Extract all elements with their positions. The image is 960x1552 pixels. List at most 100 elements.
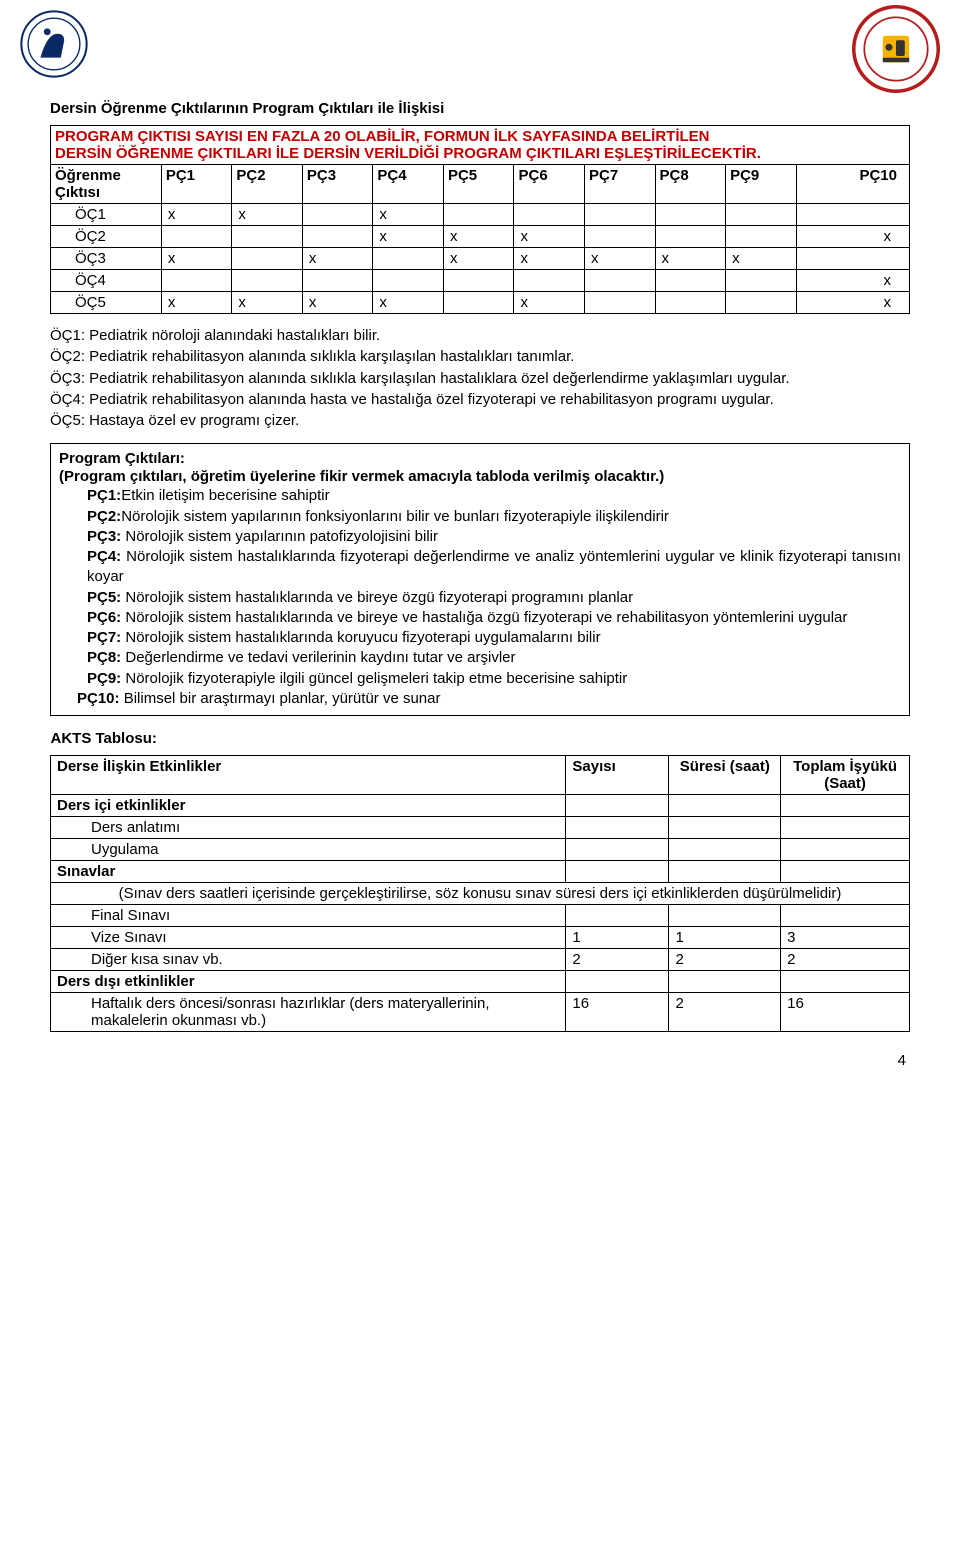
matrix-cell: x	[796, 226, 909, 248]
akts-col-total: Toplam İşyükü (Saat)	[781, 755, 910, 794]
matrix-cell: x	[655, 248, 726, 270]
oc-summary-line: ÖÇ3: Pediatrik rehabilitasyon alanında s…	[50, 369, 910, 389]
diger-count: 2	[566, 948, 669, 970]
pc-item: PÇ6: Nörolojik sistem hastalıklarında ve…	[87, 608, 901, 628]
matrix-cell: x	[161, 292, 232, 314]
program-outputs-title: Program Çıktıları:	[59, 450, 901, 467]
pc-item: PÇ2:Nörolojik sistem yapılarının fonksiy…	[87, 507, 901, 527]
table-row: Vize Sınavı 1 1 3	[51, 926, 910, 948]
vize-total: 3	[781, 926, 910, 948]
vize-label: Vize Sınavı	[51, 926, 566, 948]
matrix-row: ÖÇ1xxx	[51, 204, 910, 226]
table-row: Haftalık ders öncesi/sonrası hazırlıklar…	[51, 992, 910, 1031]
col-pc7: PÇ7	[585, 165, 656, 204]
col-pc10: PÇ10	[796, 165, 909, 204]
matrix-cell: x	[302, 292, 373, 314]
akts-title: AKTS Tablosu:	[51, 728, 910, 749]
matrix-cell	[232, 226, 303, 248]
matrix-row-label: ÖÇ1	[51, 204, 162, 226]
matrix-cell: x	[232, 204, 303, 226]
oc-summary-line: ÖÇ5: Hastaya özel ev programı çizer.	[50, 411, 910, 431]
col-pc3: PÇ3	[302, 165, 373, 204]
page-number: 4	[50, 1052, 910, 1069]
pc-label: PÇ1:	[87, 487, 121, 504]
pc-item: PÇ5: Nörolojik sistem hastalıklarında ve…	[87, 588, 901, 608]
akts-col-count: Sayısı	[566, 755, 669, 794]
matrix-cell	[585, 204, 656, 226]
row-header-label: Öğrenme Çıktısı	[51, 165, 162, 204]
table-row: Ders anlatımı	[51, 816, 910, 838]
pc-label: PÇ8:	[87, 649, 121, 666]
table-row: Diğer kısa sınav vb. 2 2 2	[51, 948, 910, 970]
matrix-cell	[655, 226, 726, 248]
matrix-cell	[514, 204, 585, 226]
matrix-row: ÖÇ5xxxxxx	[51, 292, 910, 314]
pc-item: PÇ9: Nörolojik fizyoterapiyle ilgili gün…	[87, 669, 901, 689]
pc-label: PÇ6:	[87, 609, 121, 626]
matrix-cell	[655, 204, 726, 226]
matrix-notice: PROGRAM ÇIKTISI SAYISI EN FAZLA 20 OLABİ…	[51, 126, 910, 165]
matrix-cell: x	[161, 248, 232, 270]
pc-text: Nörolojik fizyoterapiyle ilgili güncel g…	[121, 670, 627, 687]
pc-text: Nörolojik sistem yapılarının patofizyolo…	[121, 528, 438, 545]
matrix-cell	[655, 270, 726, 292]
pc-label: PÇ2:	[87, 508, 121, 525]
matrix-cell: x	[373, 226, 444, 248]
pc-item: PÇ7: Nörolojik sistem hastalıklarında ko…	[87, 628, 901, 648]
oc-summary-line: ÖÇ4: Pediatrik rehabilitasyon alanında h…	[50, 390, 910, 410]
university-seal-logo	[20, 10, 88, 78]
col-pc4: PÇ4	[373, 165, 444, 204]
matrix-cell: x	[302, 248, 373, 270]
pc-label: PÇ5:	[87, 589, 121, 606]
col-pc2: PÇ2	[232, 165, 303, 204]
matrix-cell	[161, 270, 232, 292]
matrix-cell	[796, 204, 909, 226]
col-pc5: PÇ5	[443, 165, 514, 204]
table-row: Uygulama	[51, 838, 910, 860]
matrix-cell: x	[514, 226, 585, 248]
vize-duration: 1	[669, 926, 781, 948]
pc-label: PÇ10:	[77, 690, 120, 707]
col-pc8: PÇ8	[655, 165, 726, 204]
akts-table: AKTS Tablosu: Derse İlişkin Etkinlikler …	[50, 728, 910, 1032]
matrix-cell	[443, 204, 514, 226]
haftalik-count: 16	[566, 992, 669, 1031]
pc-item: PÇ1:Etkin iletişim becerisine sahiptir	[87, 486, 901, 506]
col-pc6: PÇ6	[514, 165, 585, 204]
ders-anlatimi-label: Ders anlatımı	[51, 816, 566, 838]
pc-label: PÇ3:	[87, 528, 121, 545]
matrix-cell	[726, 226, 797, 248]
sinavlar-head: Sınavlar	[51, 860, 566, 882]
uygulama-label: Uygulama	[51, 838, 566, 860]
pc-label: PÇ4:	[87, 548, 121, 565]
pc-label: PÇ9:	[87, 670, 121, 687]
matrix-row-label: ÖÇ4	[51, 270, 162, 292]
table-row: Final Sınavı	[51, 904, 910, 926]
final-label: Final Sınavı	[51, 904, 566, 926]
program-outputs-subtitle: (Program çıktıları, öğretim üyelerine fi…	[59, 468, 901, 485]
matrix-cell	[726, 270, 797, 292]
section-title: Dersin Öğrenme Çıktılarının Program Çıkt…	[50, 100, 910, 117]
col-pc1: PÇ1	[161, 165, 232, 204]
oc-summary-line: ÖÇ2: Pediatrik rehabilitasyon alanında s…	[50, 347, 910, 367]
matrix-cell	[726, 204, 797, 226]
table-row: (Sınav ders saatleri içerisinde gerçekle…	[51, 882, 910, 904]
matrix-cell	[585, 270, 656, 292]
diger-duration: 2	[669, 948, 781, 970]
matrix-row: ÖÇ2xxxx	[51, 226, 910, 248]
matrix-row: ÖÇ4x	[51, 270, 910, 292]
pc-text: Etkin iletişim becerisine sahiptir	[121, 487, 329, 504]
matrix-cell	[796, 248, 909, 270]
haftalik-duration: 2	[669, 992, 781, 1031]
akts-col-activities: Derse İlişkin Etkinlikler	[51, 755, 566, 794]
diger-total: 2	[781, 948, 910, 970]
pc-label: PÇ7:	[87, 629, 121, 646]
akts-col-duration: Süresi (saat)	[669, 755, 781, 794]
pc-text: Nörolojik sistem hastalıklarında koruyuc…	[121, 629, 600, 646]
haftalik-label: Haftalık ders öncesi/sonrası hazırlıklar…	[51, 992, 566, 1031]
program-outputs-list: PÇ1:Etkin iletişim becerisine sahiptirPÇ…	[59, 486, 901, 709]
pc-text: Nörolojik sistem hastalıklarında ve bire…	[121, 609, 847, 626]
matrix-table: PROGRAM ÇIKTISI SAYISI EN FAZLA 20 OLABİ…	[50, 125, 910, 314]
pc-item: PÇ8: Değerlendirme ve tedavi verilerinin…	[87, 648, 901, 668]
table-row: Ders dışı etkinlikler	[51, 970, 910, 992]
